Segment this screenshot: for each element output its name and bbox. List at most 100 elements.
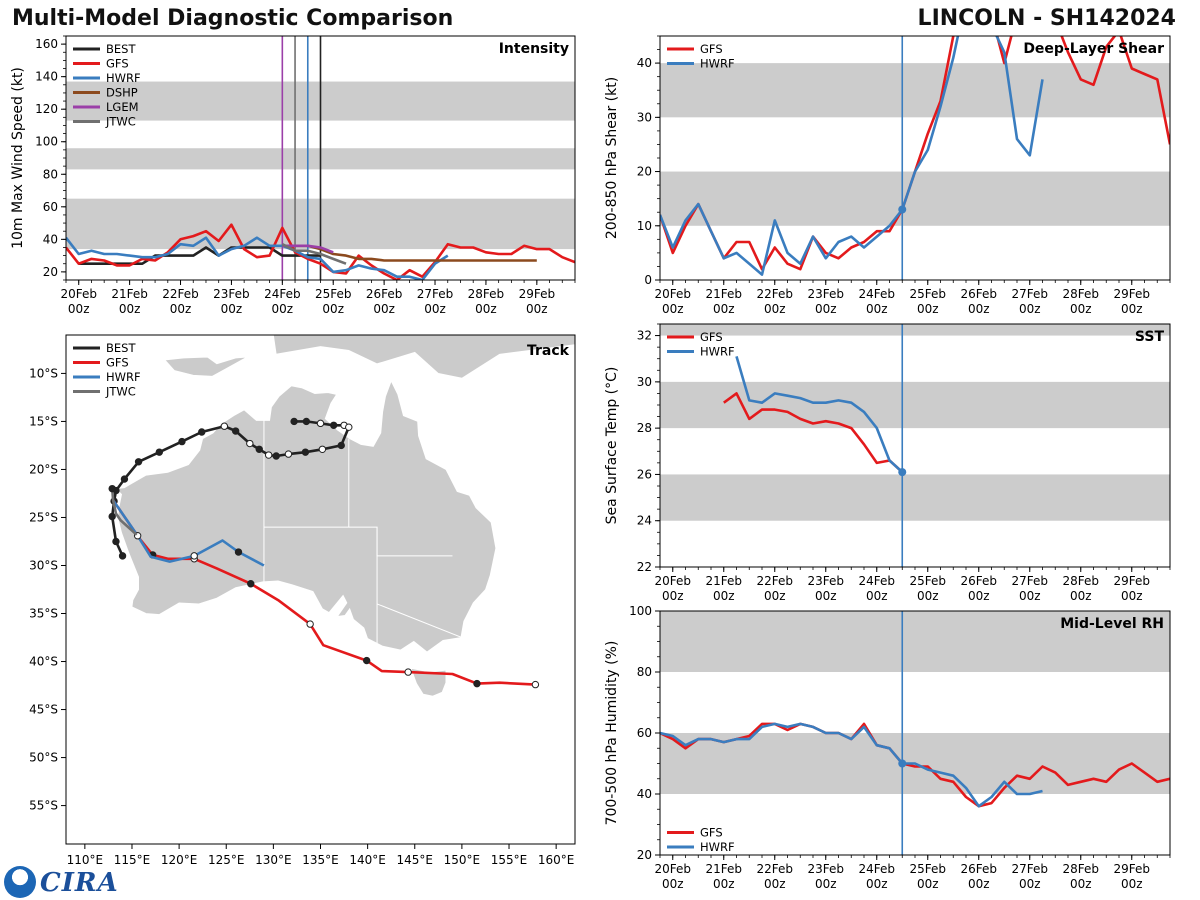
shear-xtick-label-day: 20Feb: [654, 287, 691, 301]
track-hwrf-point: [190, 552, 198, 560]
shear-xtick-label-day: 28Feb: [1062, 287, 1099, 301]
rh-xtick-label-day: 25Feb: [909, 862, 946, 876]
track-best-point: [284, 450, 293, 458]
shear-band: [660, 171, 1170, 226]
sst-xtick-label-day: 28Feb: [1062, 574, 1099, 588]
border-nsw-vic: [376, 603, 463, 638]
track-legend-label: GFS: [106, 356, 129, 370]
track-best-point: [272, 452, 280, 460]
intensity-xtick-label-day: 26Feb: [366, 287, 403, 301]
rh-xtick-label-day: 29Feb: [1113, 862, 1150, 876]
track-ytick-label: 15°S: [29, 414, 58, 428]
sst-panel: 22242628303220Feb00z21Feb00z22Feb00z23Fe…: [604, 323, 1171, 603]
intensity-ytick-label: 120: [35, 102, 58, 116]
track-best-point: [112, 537, 120, 546]
track-xtick-label: 150°E: [444, 853, 481, 867]
intensity-ytick-label: 80: [43, 167, 58, 181]
shear-xtick-label-hour: 00z: [866, 302, 888, 316]
track-best-point: [134, 458, 143, 466]
rh-title: Mid-Level RH: [1060, 616, 1164, 632]
intensity-legend-label: GFS: [106, 57, 129, 71]
track-best-point: [302, 417, 311, 426]
track-best-point: [290, 417, 298, 426]
shear-ytick-label: 40: [637, 56, 652, 70]
sst-xtick-label-hour: 00z: [815, 589, 837, 603]
track-legend-label: BEST: [106, 341, 136, 355]
track-panel: 110°E 115°E 120°E 125°E 130°E 135°E 140°E 145°E…: [29, 334, 576, 867]
shear-xtick-label-hour: 00z: [1070, 302, 1092, 316]
rh-series-gfs-line: [660, 722, 1170, 808]
intensity-ytick-label: 20: [43, 265, 58, 279]
rh-xtick-label-hour: 00z: [662, 877, 684, 891]
shear-xtick-label-hour: 00z: [1019, 302, 1041, 316]
rh-ytick-label: 100: [629, 604, 652, 618]
track-xtick-label: 135°E: [302, 853, 339, 867]
shear-xtick-label-day: 27Feb: [1011, 287, 1048, 301]
figure-title: Multi-Model Diagnostic Comparison: [12, 6, 454, 31]
sst-ylabel: Sea Surface Temp (°C): [604, 367, 620, 525]
intensity-xtick-label-hour: 00z: [373, 302, 395, 316]
rh-xtick-label-day: 22Feb: [756, 862, 793, 876]
sst-legend-label: HWRF: [700, 345, 735, 359]
track-best-point: [316, 419, 325, 428]
track-best-point: [246, 439, 254, 448]
intensity-xtick-label-hour: 00z: [221, 302, 243, 316]
rh-xtick-label-hour: 00z: [1070, 877, 1092, 891]
intensity-legend-label: DSHP: [106, 86, 138, 100]
sst-xtick-label-hour: 00z: [713, 589, 735, 603]
sst-xtick-label-day: 27Feb: [1011, 574, 1048, 588]
rh-xtick-label-hour: 00z: [1121, 877, 1143, 891]
track-best-point: [178, 437, 186, 446]
shear-xtick-label-hour: 00z: [917, 302, 939, 316]
track-hwrf-point: [234, 548, 243, 556]
shear-xtick-label-day: 23Feb: [807, 287, 844, 301]
intensity-xtick-label-day: 23Feb: [213, 287, 250, 301]
intensity-legend-label: JTWC: [105, 115, 136, 129]
track-legend-label: JTWC: [105, 385, 136, 399]
track-xtick-label: 125°E: [208, 853, 245, 867]
track-ytick-label: 55°S: [29, 799, 58, 813]
shear-series-hwrf-line: [660, 36, 1044, 276]
lesser-sunda-landmass: [164, 356, 248, 377]
sst-ytick-label: 32: [637, 329, 652, 343]
track-xtick-label: 160°E: [538, 853, 575, 867]
sst-xtick-label-hour: 00z: [917, 589, 939, 603]
sst-xtick-label-day: 21Feb: [705, 574, 742, 588]
track-plot-area: [108, 335, 575, 697]
shear-xtick-label-hour: 00z: [713, 302, 735, 316]
track-gfs-point: [531, 680, 540, 689]
intensity-plot-area: [66, 36, 575, 280]
intensity-ylabel: 10m Max Wind Speed (kt): [10, 67, 26, 249]
intensity-xtick-label-hour: 00z: [170, 302, 192, 316]
rh-series-hwrf-line: [660, 722, 1043, 808]
track-gfs-point: [362, 656, 371, 665]
intensity-xtick-label-day: 21Feb: [111, 287, 148, 301]
shear-xtick-label-hour: 00z: [662, 302, 684, 316]
track-ytick-label: 20°S: [29, 462, 58, 476]
intensity-series-hwrf-line: [66, 236, 449, 280]
sst-xtick-label-hour: 00z: [866, 589, 888, 603]
track-gfs-point: [247, 580, 255, 588]
intensity-series-gfs-line: [66, 223, 575, 280]
track-best-point: [337, 441, 345, 450]
track-ytick-label: 10°S: [29, 366, 58, 380]
shear-ylabel: 200-850 hPa Shear (kt): [604, 77, 620, 239]
rh-ytick-label: 80: [637, 665, 652, 679]
intensity-legend-label: BEST: [106, 42, 136, 56]
sst-ytick-label: 26: [637, 467, 652, 481]
australia-landmass: [115, 380, 497, 653]
sst-ytick-label: 30: [637, 375, 652, 389]
shear-xtick-label-day: 22Feb: [756, 287, 793, 301]
shear-xtick-label-day: 26Feb: [960, 287, 997, 301]
intensity-xtick-label-day: 27Feb: [417, 287, 454, 301]
sst-legend-label: GFS: [700, 330, 723, 344]
intensity-xtick-label-day: 29Feb: [519, 287, 556, 301]
track-best-point: [329, 421, 338, 429]
sst-xtick-label-hour: 00z: [1070, 589, 1092, 603]
track-ytick-label: 45°S: [29, 703, 58, 717]
sst-xtick-label-day: 24Feb: [858, 574, 895, 588]
track-best-point: [301, 448, 310, 456]
track-xtick-label: 130°E: [255, 853, 292, 867]
shear-panel: 01020304020Feb00z21Feb00z22Feb00z23Feb00…: [604, 35, 1171, 316]
track-best-point: [118, 552, 127, 560]
